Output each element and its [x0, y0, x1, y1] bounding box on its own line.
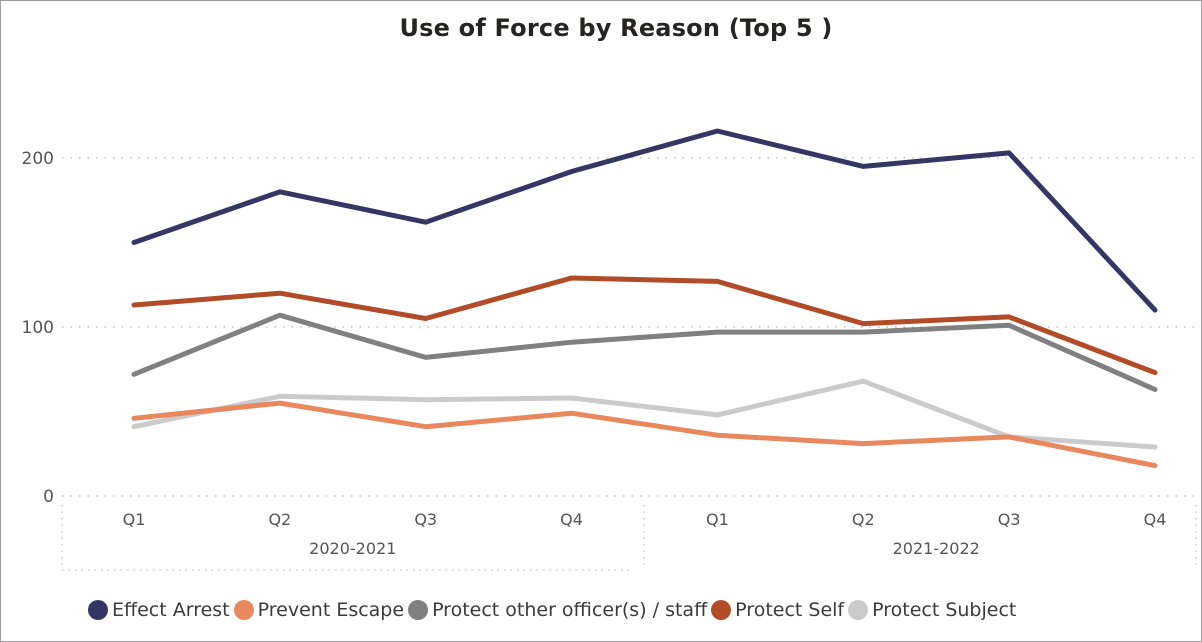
legend-item[interactable]: Protect Self	[711, 599, 844, 621]
y-axis-ticks: 0 100 200	[22, 149, 54, 507]
series-line-effect-arrest	[131, 128, 1158, 313]
x-tick-label: Q3	[414, 510, 437, 529]
x-tick-label: Q4	[560, 510, 583, 529]
legend-label: Protect Subject	[872, 599, 1017, 621]
legend-marker	[233, 600, 254, 620]
legend-item[interactable]: Prevent Escape	[233, 599, 405, 621]
x-group-label: 2021-2022	[893, 539, 980, 558]
series-line-protect-self	[131, 275, 1158, 376]
legend-marker	[408, 600, 429, 620]
x-group-label: 2020-2021	[309, 539, 396, 558]
legend-marker	[848, 600, 869, 620]
legend: Effect Arrest Prevent Escape Protect other…	[88, 597, 1020, 623]
x-tick-label: Q2	[268, 510, 291, 529]
x-tick-label: Q3	[998, 510, 1021, 529]
x-axis-groups: 2020-2021 2021-2022	[61, 505, 1197, 571]
legend-label: Protect Self	[735, 599, 845, 621]
chart-title: Use of Force by Reason (Top 5 )	[399, 14, 833, 42]
series-line-protect-subject	[131, 378, 1158, 450]
x-tick-label: Q4	[1144, 510, 1167, 529]
y-tick-label: 0	[43, 487, 54, 507]
x-tick-label: Q1	[123, 510, 146, 529]
series-lines	[131, 128, 1158, 469]
legend-label: Prevent Escape	[257, 599, 405, 621]
y-tick-label: 100	[22, 318, 54, 338]
legend-label: Protect other officer(s) / staff	[432, 599, 708, 621]
legend-marker	[88, 600, 108, 620]
series-line-prevent-escape	[131, 400, 1158, 469]
legend-marker	[711, 600, 732, 620]
y-tick-label: 200	[22, 149, 54, 169]
x-tick-label: Q2	[852, 510, 875, 529]
series-line-protect-other-officer-s-staff	[131, 312, 1158, 392]
x-axis-ticks: Q1 Q2 Q3 Q4 Q1 Q2 Q3 Q4	[123, 510, 1167, 529]
legend-label: Effect Arrest	[112, 599, 230, 621]
legend-item[interactable]: Effect Arrest	[88, 599, 230, 621]
legend-item[interactable]: Protect Subject	[848, 599, 1016, 621]
legend-item[interactable]: Protect other officer(s) / staff	[408, 599, 707, 621]
x-tick-label: Q1	[706, 510, 729, 529]
